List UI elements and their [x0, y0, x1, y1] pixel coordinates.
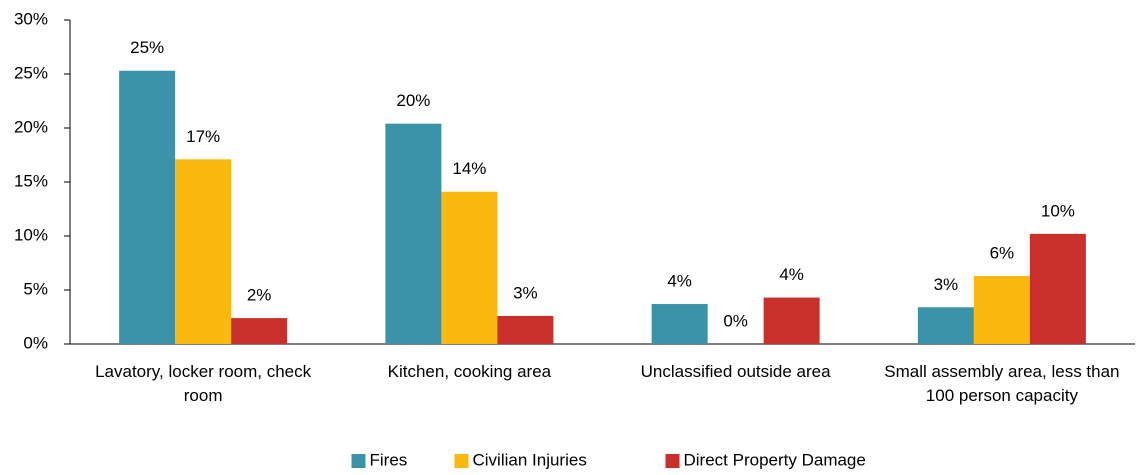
y-tick-label: 15% [14, 171, 48, 190]
y-tick-label: 25% [14, 63, 48, 82]
y-tick-label: 10% [14, 225, 48, 244]
data-label: 6% [990, 243, 1015, 262]
bar [651, 304, 708, 344]
x-tick-label: Lavatory, locker room, check room [95, 362, 312, 405]
y-tick-label: 5% [23, 279, 48, 298]
data-label: 17% [186, 127, 220, 146]
legend-swatch [665, 454, 680, 468]
legend-label: Direct Property Damage [684, 450, 866, 469]
legend-label: Civilian Injuries [473, 450, 587, 469]
x-tick-label: Unclassified outside area [640, 362, 831, 381]
data-label: 2% [247, 286, 272, 305]
bar [763, 297, 820, 344]
y-tick-label: 20% [14, 117, 48, 136]
bar [973, 275, 1030, 344]
bar [917, 307, 974, 344]
bar [1029, 233, 1086, 344]
x-tick-label: Kitchen, cooking area [387, 362, 552, 381]
data-label: 4% [667, 272, 692, 291]
data-label: 3% [934, 275, 959, 294]
bar [175, 159, 232, 344]
x-tick-label: Small assembly area, less than 100 perso… [884, 362, 1120, 405]
bar [385, 123, 442, 345]
bar [497, 315, 554, 344]
data-label: 10% [1041, 201, 1075, 220]
data-label: 20% [396, 91, 430, 110]
y-tick-label: 30% [14, 9, 48, 28]
legend-swatch [351, 454, 366, 468]
bar [231, 318, 288, 344]
legend-label: Fires [370, 450, 408, 469]
y-tick-label: 0% [23, 333, 48, 352]
bar [119, 70, 176, 344]
bar [441, 191, 498, 344]
data-label: 0% [723, 311, 748, 330]
legend-swatch [454, 454, 469, 468]
data-label: 3% [513, 283, 538, 302]
data-label: 25% [130, 38, 164, 57]
data-label: 4% [779, 265, 804, 284]
data-label: 14% [452, 159, 486, 178]
